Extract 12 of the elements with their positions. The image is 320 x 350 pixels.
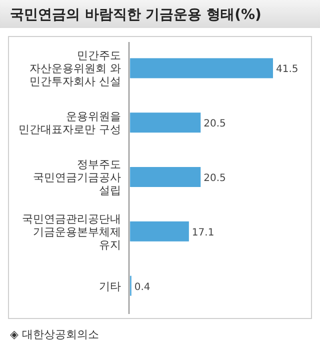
category-label: 국민연금관리공단내 기금운용본부체제 유지 (22, 212, 121, 252)
data-label: 17.1 (192, 227, 214, 238)
data-label: 0.4 (134, 282, 150, 293)
category-label: 민간주도 자산운용위원회 와 민간투자회사 신설 (30, 49, 121, 88)
data-label: 20.5 (204, 173, 226, 184)
annotation: ◈ 대한상공회의소 (10, 328, 99, 341)
title: 국민연금의 바람직한 기금운용 형태(%) (10, 7, 262, 23)
category-label: 기타 (99, 280, 121, 293)
category-label: 정부주도 국민연금기금공사 설립 (33, 158, 121, 197)
data-label: 41.5 (276, 64, 298, 76)
category-label: 운용위원을 민간대표자로만 구성 (18, 110, 121, 136)
data-label: 20.5 (204, 118, 226, 130)
